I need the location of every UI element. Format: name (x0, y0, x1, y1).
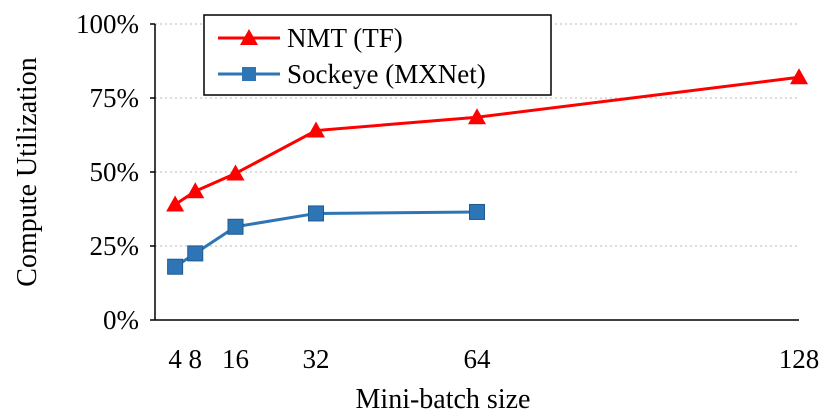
legend-marker-nmt-tf (240, 29, 258, 45)
legend-box (203, 14, 552, 96)
series-nmt-tf (166, 68, 808, 212)
x-axis-title: Mini-batch size (356, 384, 531, 415)
y-tick-label: 100% (76, 9, 139, 39)
data-point-triangle (790, 68, 808, 85)
data-point-square (187, 245, 204, 262)
data-point-square (167, 258, 184, 275)
x-tick-labels: 4 8 16 32 64 128 (168, 344, 819, 374)
x-tick-label: 8 (189, 344, 203, 374)
x-tick-label: 32 (303, 344, 330, 374)
y-tick-labels: 0% 25% 50% 75% 100% (76, 9, 139, 335)
data-point-triangle (166, 195, 185, 212)
legend-marker-sockeye-mxnet (242, 67, 256, 81)
series-line-nmt-tf (174, 75, 800, 206)
legend: NMT (TF) Sockeye (MXNet) (203, 14, 552, 96)
data-point-triangle (307, 121, 325, 138)
data-point-triangle (226, 164, 245, 181)
legend-label-sockeye-mxnet: Sockeye (MXNet) (287, 59, 486, 89)
y-tick-label: 50% (90, 157, 140, 187)
x-tick-label: 4 (168, 344, 182, 374)
x-tick-label: 128 (779, 344, 820, 374)
x-tick-label: 64 (464, 344, 492, 374)
series-sockeye-mxnet (167, 203, 485, 275)
data-point-triangle (186, 182, 205, 199)
y-tick-label: 0% (103, 305, 139, 335)
series-line-sockeye-mxnet (174, 210, 478, 268)
y-axis-title: Compute Utilization (12, 57, 43, 286)
data-point-square (227, 218, 244, 235)
data-point-square (308, 205, 324, 222)
legend-label-nmt-tf: NMT (TF) (287, 23, 403, 53)
x-tick-label: 16 (222, 344, 249, 374)
data-point-triangle (468, 108, 486, 125)
series-layer (166, 68, 808, 275)
axes (150, 23, 799, 321)
data-point-square (469, 203, 485, 220)
y-tick-label: 25% (90, 231, 140, 261)
y-tick-label: 75% (90, 83, 140, 113)
